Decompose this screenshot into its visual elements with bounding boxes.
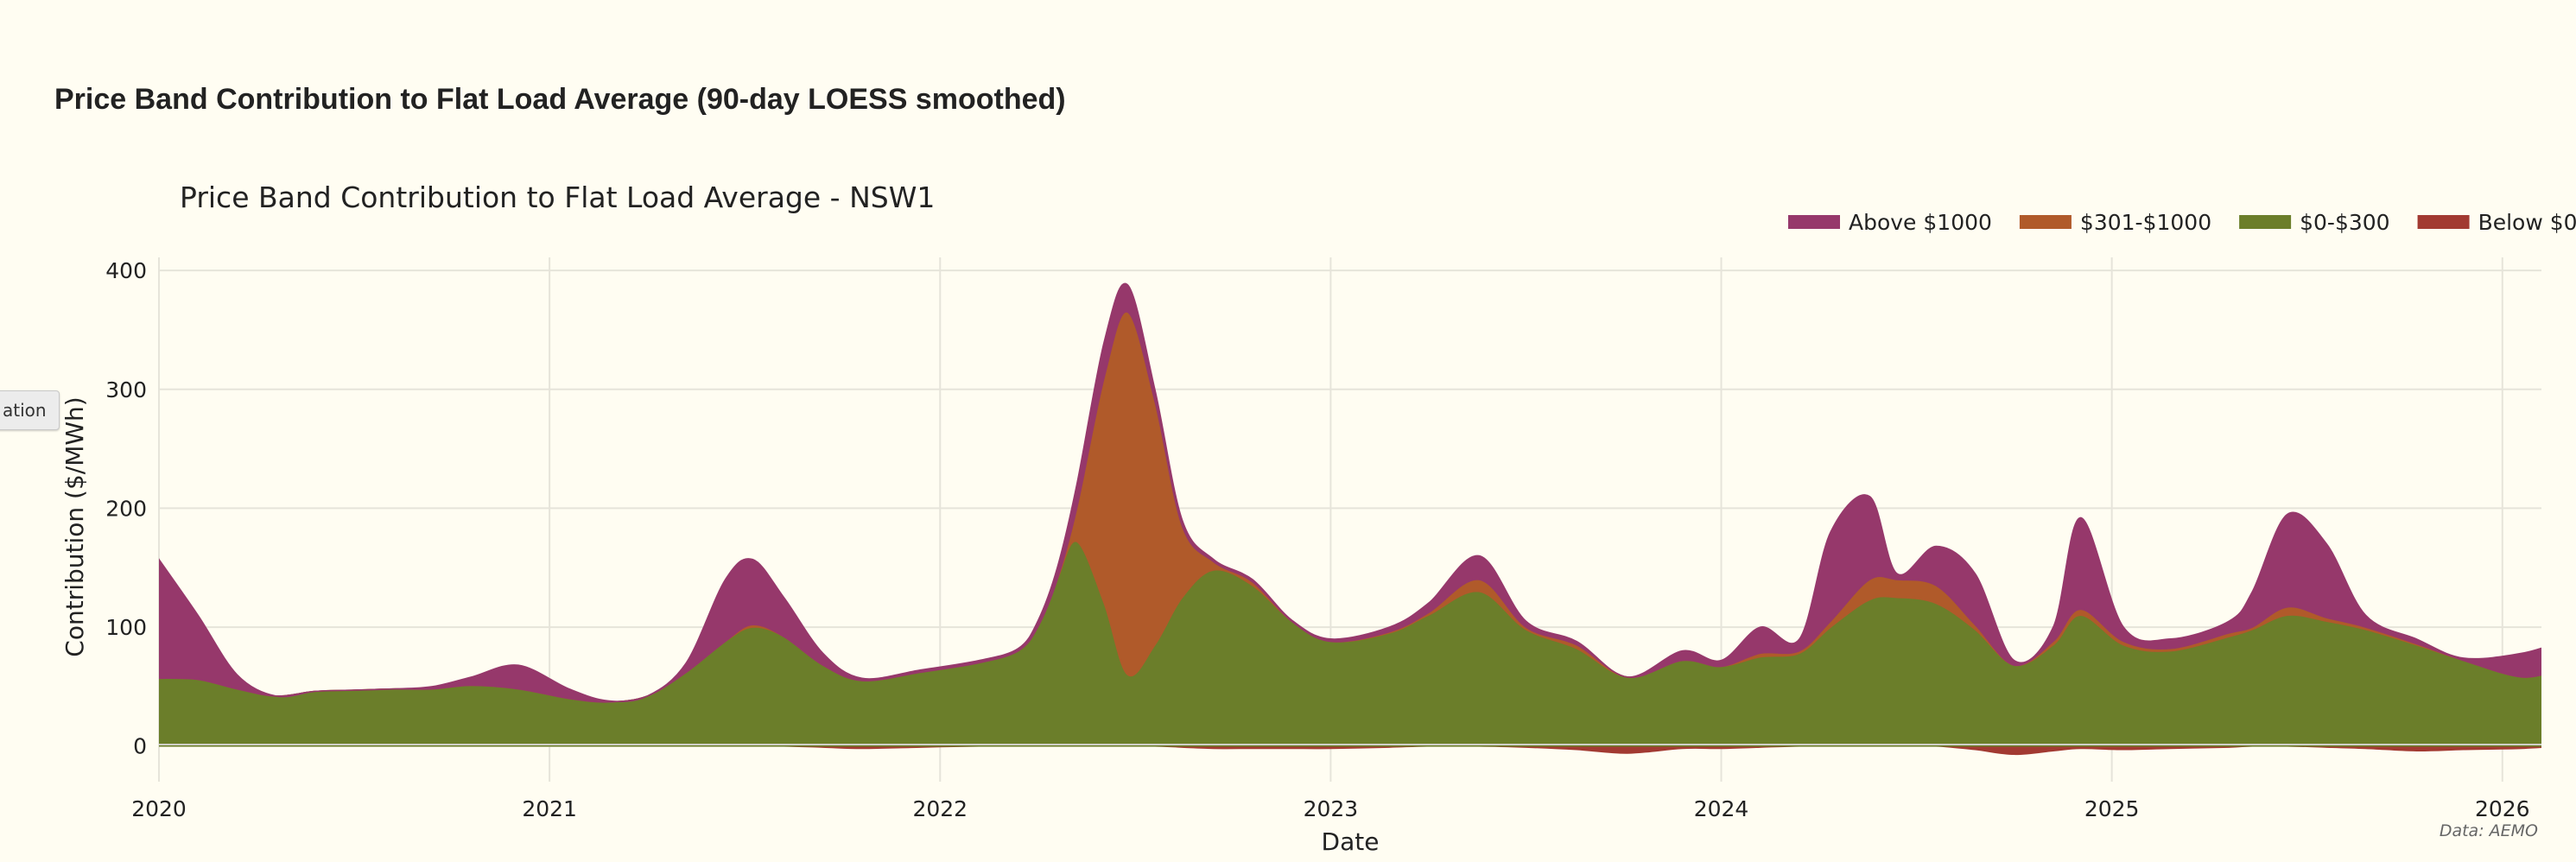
legend-item[interactable]: Below $0 <box>2417 210 2576 235</box>
x-axis-title: Date <box>1322 827 1380 856</box>
x-tick-label: 2023 <box>1304 796 1359 821</box>
y-axis-ticks: 0 100 200 300 400 <box>105 258 147 759</box>
legend-swatch <box>2019 215 2072 229</box>
x-tick-label: 2022 <box>912 796 968 821</box>
legend-label: Below $0 <box>2478 210 2576 235</box>
data-source-note: Data: AEMO <box>2440 821 2538 840</box>
x-tick-label: 2020 <box>131 796 187 821</box>
y-tick-label: 200 <box>105 496 147 521</box>
x-tick-label: 2021 <box>522 796 577 821</box>
y-tick-label: 0 <box>133 734 147 759</box>
chart-title: Price Band Contribution to Flat Load Ave… <box>180 181 935 214</box>
y-axis-title: Contribution ($/MWh) <box>60 396 89 656</box>
legend-label: $0-$300 <box>2300 210 2389 235</box>
y-tick-label: 400 <box>105 258 147 283</box>
legend-swatch <box>2417 215 2470 229</box>
area-series <box>159 282 2541 756</box>
y-tick-label: 100 <box>105 615 147 640</box>
area-above-1000 <box>159 282 2541 703</box>
y-tick-label: 300 <box>105 377 147 402</box>
legend: Above $1000 $301-$1000 $0-$300 Below $0 <box>1788 210 2576 235</box>
x-tick-label: 2024 <box>1694 796 1749 821</box>
x-axis-ticks: 2020 2021 2022 2023 2024 2025 2026 <box>131 796 2529 821</box>
x-tick-label: 2026 <box>2475 796 2530 821</box>
legend-item[interactable]: $0-$300 <box>2239 210 2390 235</box>
legend-swatch <box>2239 215 2292 229</box>
area-below-0 <box>159 745 2541 756</box>
legend-label: Above $1000 <box>1849 210 1992 235</box>
x-tick-label: 2025 <box>2084 796 2140 821</box>
legend-label: $301-$1000 <box>2080 210 2211 235</box>
page-heading: Price Band Contribution to Flat Load Ave… <box>54 83 1066 116</box>
annotation-toggle-button[interactable]: ation <box>0 390 60 430</box>
legend-item[interactable]: Above $1000 <box>1788 210 1992 235</box>
legend-item[interactable]: $301-$1000 <box>2019 210 2211 235</box>
legend-swatch <box>1788 215 1840 229</box>
